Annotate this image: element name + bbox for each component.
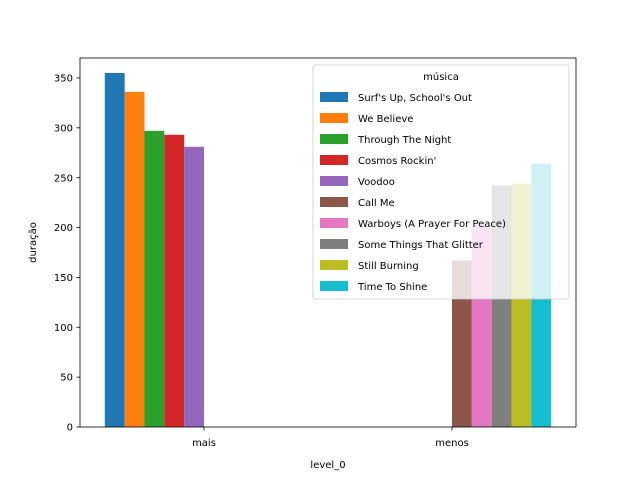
x-axis-label: level_0 — [310, 460, 345, 471]
y-ticks: 0 50 100 150 200 250 300 350 — [54, 74, 80, 434]
bar-we-believe-mais — [124, 91, 145, 427]
legend-label-surf-s-up-school-s-out: Surf's Up, School's Out — [358, 93, 472, 104]
legend-label-we-believe: We Believe — [358, 114, 413, 125]
x-ticks: mais menos — [192, 427, 469, 449]
y-tick-label: 350 — [54, 74, 73, 85]
y-tick-label: 50 — [60, 373, 73, 384]
bar-call-me-menos — [452, 260, 472, 427]
legend-swatch-cosmos-rockin — [320, 155, 348, 165]
legend-swatch-still-burning — [320, 260, 348, 270]
legend-swatch-we-believe — [320, 113, 348, 123]
x-tick-label-mais: mais — [192, 438, 216, 449]
legend-label-voodoo: Voodoo — [358, 177, 395, 188]
legend-label-warboys-a-prayer-for-peace: Warboys (A Prayer For Peace) — [358, 219, 506, 230]
y-tick-label: 300 — [54, 123, 73, 134]
legend-label-time-to-shine: Time To Shine — [357, 282, 427, 293]
legend-label-cosmos-rockin: Cosmos Rockin' — [358, 156, 436, 167]
bar-through-the-night-mais — [144, 130, 165, 428]
legend-label-some-things-that-glitter: Some Things That Glitter — [358, 240, 484, 251]
legend-swatch-warboys-a-prayer-for-peace — [320, 218, 348, 228]
legend: música Surf's Up, School's Out We Believe… — [312, 64, 570, 300]
x-tick-label-menos: menos — [435, 438, 469, 449]
legend-swatch-through-the-night — [320, 134, 348, 144]
y-tick-label: 0 — [67, 423, 73, 434]
legend-swatch-voodoo — [320, 176, 348, 186]
axes-group — [79, 57, 577, 428]
y-tick-label: 250 — [54, 173, 73, 184]
legend-items: Surf's Up, School's Out We Believe Through… — [320, 92, 506, 293]
legend-swatch-time-to-shine — [320, 281, 348, 291]
bar-voodoo-mais — [184, 146, 204, 427]
legend-label-through-the-night: Through The Night — [357, 135, 451, 146]
y-tick-label: 150 — [54, 273, 73, 284]
bar-cosmos-rockin-mais — [164, 134, 185, 428]
legend-swatch-call-me — [320, 197, 348, 207]
y-tick-label: 100 — [54, 323, 73, 334]
legend-title: música — [423, 71, 459, 83]
plot-frame — [79, 57, 577, 428]
legend-frame — [312, 64, 570, 300]
y-tick-label: 200 — [54, 223, 73, 234]
legend-swatch-some-things-that-glitter — [320, 239, 348, 249]
legend-label-still-burning: Still Burning — [358, 261, 419, 272]
bar-surf-s-up-school-s-out-mais — [104, 72, 125, 428]
legend-label-call-me: Call Me — [358, 198, 395, 209]
y-axis-label: duração — [28, 222, 39, 263]
legend-swatch-surf-s-up-school-s-out — [320, 92, 348, 102]
